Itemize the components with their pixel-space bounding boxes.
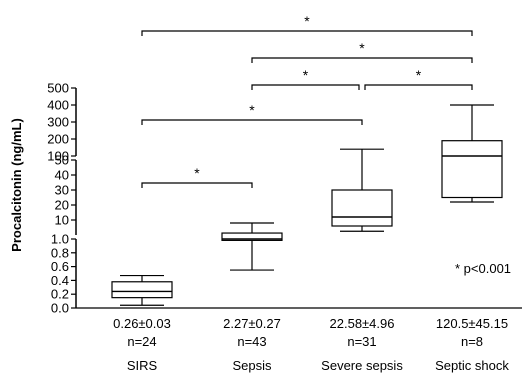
box-severe-sepsis — [331, 148, 393, 232]
y-tick-label: 100 — [47, 149, 69, 164]
box-iqr — [221, 232, 283, 241]
y-tick-label: 30 — [55, 183, 69, 198]
group-n: n=31 — [347, 334, 376, 349]
group-name: Severe sepsis — [321, 358, 403, 373]
p-value-annotation: * p<0.001 — [455, 261, 511, 276]
significance-brackets: * * * * * * — [141, 13, 473, 188]
box-sepsis — [221, 222, 283, 271]
bracket-line — [141, 119, 363, 125]
significance-star: * — [249, 102, 255, 118]
bracket-sirs-septic-shock: * — [141, 13, 473, 36]
y-tick-label: 50 — [55, 153, 69, 168]
y-tick-label: 300 — [47, 115, 69, 130]
y-tick-label: 20 — [55, 198, 69, 213]
y-tick-label: 0.8 — [51, 245, 69, 260]
group-name: Sepsis — [232, 358, 272, 373]
group-name: SIRS — [127, 358, 158, 373]
bracket-sepsis-septic-shock: * — [251, 40, 473, 63]
y-tick-label: 0.0 — [51, 301, 69, 316]
bracket-sirs-sepsis: * — [141, 165, 253, 188]
bracket-line — [141, 30, 473, 36]
significance-star: * — [304, 13, 310, 29]
y-tick-label: 1.0 — [51, 232, 69, 247]
box-sirs — [111, 274, 173, 306]
bracket-line — [251, 84, 360, 90]
significance-star: * — [194, 165, 200, 181]
group-value: 0.26±0.03 — [113, 316, 171, 331]
group-name: Septic shock — [435, 358, 509, 373]
y-tick-label: 0.4 — [51, 273, 69, 288]
y-axis-label: Procalcitonin (ng/mL) — [9, 118, 24, 252]
y-tick-label: 400 — [47, 98, 69, 113]
significance-star: * — [359, 40, 365, 56]
group-value: 2.27±0.27 — [223, 316, 281, 331]
y-tick-label: 200 — [47, 132, 69, 147]
significance-star: * — [416, 67, 422, 83]
y-tick-label: 0.2 — [51, 287, 69, 302]
y-tick-label: 10 — [55, 213, 69, 228]
boxes — [111, 104, 503, 306]
box-iqr — [111, 281, 173, 299]
bracket-sepsis-severe-sepsis: * — [251, 67, 360, 90]
group-value: 22.58±4.96 — [330, 316, 395, 331]
group-value: 120.5±45.15 — [436, 316, 508, 331]
group-n: n=8 — [461, 334, 483, 349]
group-labels: 0.26±0.03 n=24 SIRS 2.27±0.27 n=43 Sepsis 22.5… — [113, 316, 509, 373]
y-tick-label: 500 — [47, 81, 69, 96]
bracket-line — [141, 182, 253, 188]
group-n: n=43 — [237, 334, 266, 349]
bracket-line — [364, 84, 473, 90]
bracket-severe-sepsis-septic-shock: * — [364, 67, 473, 90]
box-iqr — [331, 189, 393, 227]
y-tick-label: 40 — [55, 168, 69, 183]
significance-star: * — [303, 67, 309, 83]
bracket-sirs-severe-sepsis: * — [141, 102, 363, 125]
bracket-line — [251, 57, 473, 63]
box-septic-shock — [441, 104, 503, 203]
y-tick-label: 0.6 — [51, 259, 69, 274]
group-n: n=24 — [127, 334, 156, 349]
box-iqr — [441, 140, 503, 199]
